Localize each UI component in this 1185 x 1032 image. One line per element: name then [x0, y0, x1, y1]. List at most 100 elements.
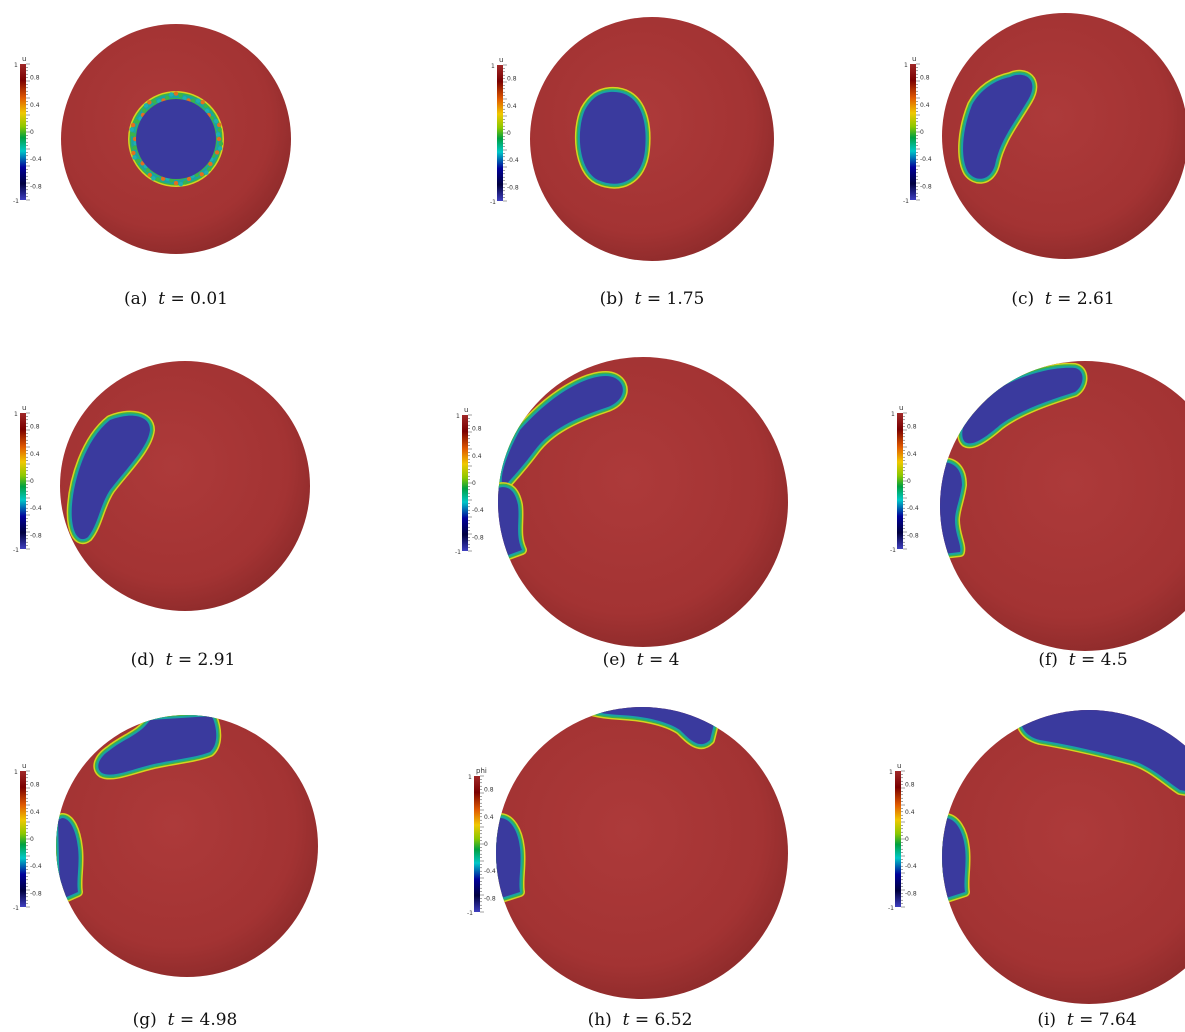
panel-h: phi 1 -1 0.8 0.4 0 -0.4 -0.8	[467, 707, 788, 999]
caption-equals: =	[643, 650, 669, 670]
colorbar: u1 -1 0.8 0.4 0 -0.4 -0.8	[13, 55, 42, 205]
colorbar-tick-label: 0.4	[907, 451, 917, 458]
colorbar-tick-label: 0	[907, 478, 911, 485]
panel-caption: (g) t = 4.98	[35, 1010, 335, 1030]
panel-g: u1 -1 0.8 0.4 0 -0.4 -0.8	[13, 715, 318, 977]
colorbar-tick-label: 0	[30, 478, 34, 485]
colorbar-tick-label: 0.8	[905, 782, 915, 789]
colorbar: u1 -1 0.8 0.4 0 -0.4 -0.8	[890, 404, 919, 554]
colorbar-min: -1	[13, 198, 19, 205]
colorbar-max: 1	[468, 774, 472, 781]
colorbar-tick-label: 0.8	[484, 787, 494, 794]
colorbar-tick-label: 0.4	[920, 102, 930, 109]
panel-label: (e)	[602, 650, 626, 670]
panel-caption: (f) t = 4.5	[933, 650, 1185, 670]
caption-equals: =	[1075, 650, 1101, 670]
caption-value: 4.5	[1100, 650, 1128, 670]
caption-variable: t	[158, 289, 166, 309]
colorbar-tick-label: 0	[30, 129, 34, 136]
caption-value: 7.64	[1098, 1010, 1137, 1030]
colorbar: u1 -1 0.8 0.4 0 -0.4 -0.8	[903, 55, 932, 205]
domain-disc	[496, 707, 788, 999]
caption-equals: =	[165, 289, 191, 309]
caption-variable: t	[622, 1010, 630, 1030]
panel-label: (d)	[130, 650, 155, 670]
caption-value: 2.61	[1076, 289, 1115, 309]
colorbar-tick-label: 0	[472, 480, 476, 487]
colorbar: u1 -1 0.8 0.4 0 -0.4 -0.8	[888, 762, 917, 912]
colorbar-tick-label: -0.8	[484, 895, 496, 902]
caption-variable: t	[1066, 1010, 1074, 1030]
panel-b: u1 -1 0.8 0.4 0 -0.4 -0.8	[490, 17, 774, 261]
colorbar-max: 1	[904, 62, 908, 69]
colorbar-min: -1	[890, 547, 896, 554]
phase-region	[56, 715, 222, 905]
caption-value: 4	[668, 650, 680, 670]
colorbar-title: u	[912, 55, 916, 63]
panel-label: (b)	[599, 289, 624, 309]
panel-label: (i)	[1037, 1010, 1057, 1030]
colorbar-tick-label: 0.8	[507, 76, 517, 83]
phase-region	[66, 410, 155, 544]
colorbar-tick-label: -0.4	[905, 863, 917, 870]
caption-equals: =	[629, 1010, 655, 1030]
colorbar-min: -1	[490, 199, 496, 206]
panel-e: u1 -1 0.8 0.4 0 -0.4 -0.8	[455, 357, 788, 647]
panel-caption: (c) t = 2.61	[913, 289, 1185, 309]
domain-disc	[530, 17, 774, 261]
panel-a: u1 -1 0.8 0.4 0 -0.4 -0.8	[13, 24, 291, 254]
panel-label: (g)	[132, 1010, 157, 1030]
colorbar-max: 1	[491, 63, 495, 70]
caption-value: 1.75	[666, 289, 705, 309]
colorbar-tick-label: 0.4	[905, 809, 915, 816]
phase-region	[958, 69, 1038, 184]
colorbar-min: -1	[903, 198, 909, 205]
caption-equals: =	[172, 650, 198, 670]
caption-value: 0.01	[190, 289, 228, 309]
colorbar-title: u	[899, 404, 903, 412]
panel-label: (a)	[124, 289, 148, 309]
domain-disc	[498, 357, 788, 647]
colorbar-title: u	[464, 406, 468, 414]
colorbar-title: u	[22, 404, 26, 412]
colorbar-tick-label: 0.8	[30, 424, 40, 431]
panel-label: (h)	[587, 1010, 612, 1030]
caption-variable: t	[165, 650, 173, 670]
colorbar-tick-label: -0.8	[907, 532, 919, 539]
phase-region	[940, 362, 1088, 560]
colorbar-max: 1	[14, 769, 18, 776]
colorbar-tick-label: -0.4	[30, 505, 42, 512]
colorbar-tick-label: 0.4	[484, 814, 494, 821]
colorbar-tick-label: -0.4	[472, 507, 484, 514]
caption-value: 4.98	[199, 1010, 238, 1030]
colorbar-tick-label: -0.8	[30, 532, 42, 539]
phase-region	[498, 370, 628, 565]
panel-caption: (d) t = 2.91	[33, 650, 333, 670]
colorbar-min: -1	[13, 905, 19, 912]
colorbar: u1 -1 0.8 0.4 0 -0.4 -0.8	[490, 56, 519, 206]
colorbar: u1 -1 0.8 0.4 0 -0.4 -0.8	[455, 406, 484, 556]
phase-region	[128, 91, 224, 187]
caption-equals: =	[1073, 1010, 1099, 1030]
colorbar-tick-label: -0.8	[30, 890, 42, 897]
colorbar-max: 1	[891, 411, 895, 418]
colorbar-tick-label: 0.8	[920, 75, 930, 82]
colorbar-tick-label: 0.8	[30, 75, 40, 82]
caption-value: 6.52	[654, 1010, 693, 1030]
colorbar-max: 1	[456, 413, 460, 420]
caption-variable: t	[634, 289, 642, 309]
colorbar-title: u	[897, 762, 901, 770]
colorbar-tick-label: -0.4	[907, 505, 919, 512]
panel-caption: (i) t = 7.64	[937, 1010, 1185, 1030]
phase-region	[574, 86, 651, 189]
colorbar-tick-label: -0.4	[920, 156, 932, 163]
colorbar-tick-label: 0.8	[907, 424, 917, 431]
panel-label: (c)	[1011, 289, 1035, 309]
domain-disc	[940, 361, 1185, 651]
colorbar-min: -1	[13, 547, 19, 554]
colorbar-tick-label: -0.8	[920, 183, 932, 190]
panel-caption: (e) t = 4	[491, 650, 791, 670]
caption-variable: t	[1044, 289, 1052, 309]
colorbar-min: -1	[888, 905, 894, 912]
